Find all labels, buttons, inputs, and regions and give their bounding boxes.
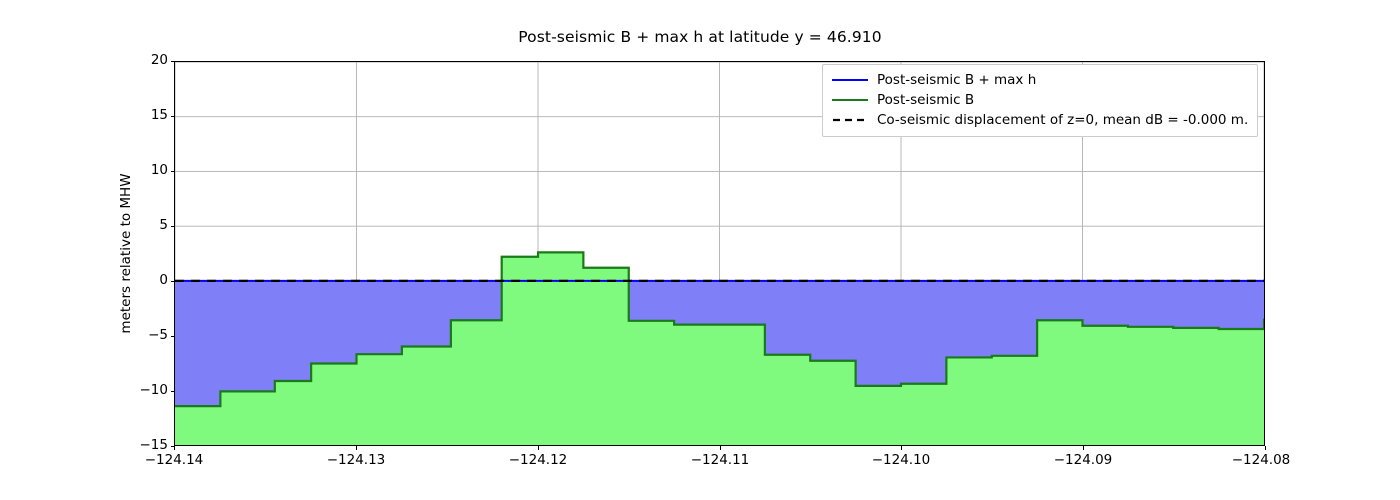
x-tickmark	[537, 446, 539, 450]
legend-item-blue[interactable]: Post-seismic B + max h	[832, 70, 1248, 90]
y-tick-label: −15	[139, 437, 169, 453]
y-tick-label: 5	[159, 217, 168, 233]
x-tickmark	[174, 446, 176, 450]
x-tickmark	[355, 446, 357, 450]
post-seismic-b-line	[175, 251, 1264, 408]
chart-title: Post-seismic B + max h at latitude y = 4…	[518, 28, 882, 46]
blue-fill-area	[175, 252, 1264, 407]
legend-label: Post-seismic B	[877, 92, 975, 108]
plot-area	[174, 61, 1265, 446]
y-tick-label: −10	[139, 382, 169, 398]
legend-item-dashed[interactable]: Co-seismic displacement of z=0, mean dB …	[832, 110, 1248, 130]
x-tick-label: −124.08	[1231, 452, 1291, 468]
chart-plot	[175, 62, 1264, 445]
y-tick-label: 20	[150, 52, 168, 68]
legend-line-icon-dashed	[832, 113, 868, 127]
x-tick-label: −124.14	[144, 452, 204, 468]
y-tick-label: 15	[150, 107, 168, 123]
x-tick-label: −124.13	[326, 452, 386, 468]
x-tick-label: −124.12	[508, 452, 568, 468]
x-tickmark	[1264, 446, 1266, 450]
y-tickmark	[170, 390, 174, 392]
y-tickmark	[170, 280, 174, 282]
y-tickmark	[170, 335, 174, 337]
y-tick-label: 0	[159, 272, 168, 288]
legend-label: Post-seismic B + max h	[877, 72, 1037, 88]
legend-item-green[interactable]: Post-seismic B	[832, 90, 1248, 110]
y-tick-label: −5	[148, 327, 168, 343]
y-tickmark	[170, 225, 174, 227]
x-tick-label: −124.11	[690, 452, 750, 468]
x-tickmark	[719, 446, 721, 450]
y-tickmark	[170, 115, 174, 117]
y-tickmark	[170, 445, 174, 447]
x-tick-label: −124.09	[1053, 452, 1113, 468]
y-tick-label: 10	[150, 162, 168, 178]
y-tickmark	[170, 170, 174, 172]
green-fill-area	[175, 252, 1264, 445]
legend[interactable]: Post-seismic B + max h Post-seismic B Co…	[822, 64, 1259, 137]
legend-line-icon-blue	[832, 73, 868, 87]
y-axis-label: meters relative to MHW	[118, 173, 134, 334]
x-tickmark	[901, 446, 903, 450]
legend-line-icon-green	[832, 93, 868, 107]
legend-label: Co-seismic displacement of z=0, mean dB …	[877, 112, 1249, 128]
x-tickmark	[1083, 446, 1085, 450]
y-tickmark	[170, 60, 174, 62]
x-tick-label: −124.10	[871, 452, 931, 468]
